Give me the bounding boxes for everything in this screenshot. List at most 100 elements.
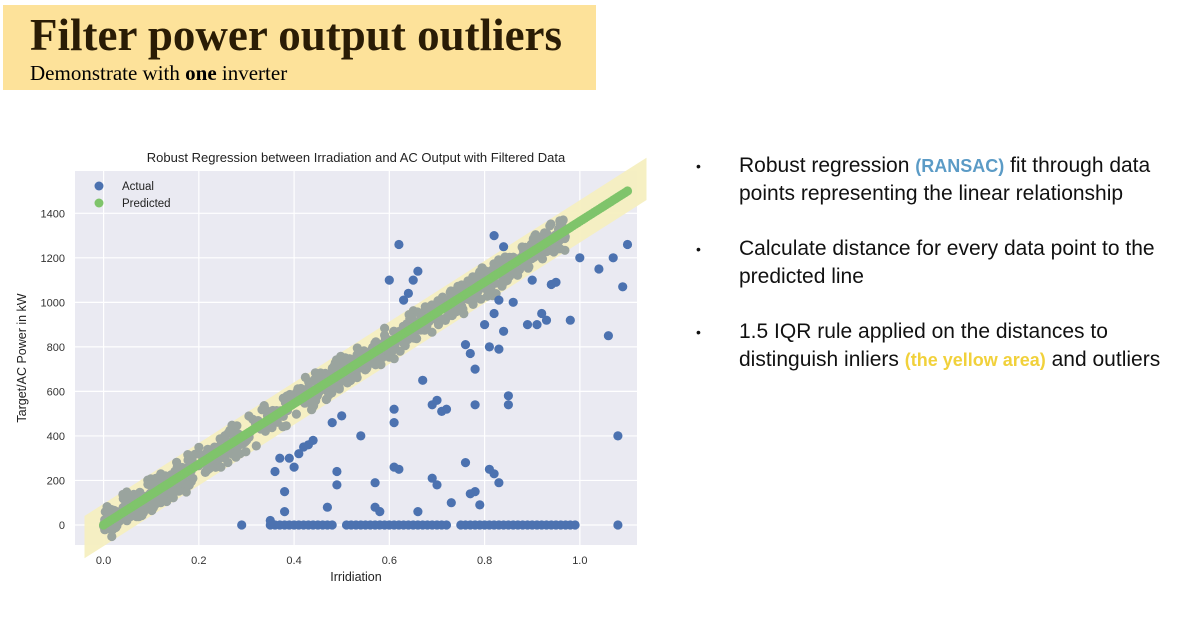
actual-point [413, 266, 423, 276]
inlier-point [352, 373, 362, 383]
actual-point [541, 315, 552, 325]
predicted-points [99, 186, 633, 530]
actual-point [375, 507, 385, 517]
bullet-text-post: fit through data points representing the… [739, 154, 1151, 205]
y-tick-label: 1200 [41, 253, 65, 265]
inlier-point [281, 421, 291, 431]
inlier-point [407, 313, 417, 323]
inlier-point [412, 334, 422, 344]
actual-point [289, 462, 299, 472]
y-tick-label: 600 [47, 386, 65, 398]
actual-point [551, 277, 561, 287]
inlier-point [332, 355, 342, 365]
legend-marker-actual [94, 181, 104, 191]
actual-point [389, 418, 399, 428]
actual-point [237, 520, 247, 530]
actual-point [484, 342, 494, 352]
bullet-text-post: and outliers [1045, 348, 1161, 371]
actual-point [413, 507, 423, 517]
bullet-item: • 1.5 IQR rule applied on the distances t… [696, 318, 1176, 374]
actual-point [432, 395, 442, 405]
inlier-point [453, 281, 463, 291]
actual-point [399, 295, 409, 305]
x-tick-label: 0.8 [477, 555, 492, 567]
inlier-point [308, 402, 318, 412]
actual-point [294, 449, 304, 459]
actual-point [537, 308, 547, 319]
inlier-point [181, 487, 191, 497]
inlier-point [440, 315, 450, 325]
inlier-point [376, 360, 386, 370]
actual-point [489, 231, 499, 241]
x-tick-label: 0.6 [382, 555, 397, 567]
actual-point [499, 242, 509, 252]
actual-point [594, 264, 604, 274]
inlier-point [536, 252, 546, 262]
actual-point [532, 320, 542, 330]
bullet-list: • Robust regression (RANSAC) fit through … [696, 152, 1176, 401]
actual-point [408, 275, 418, 285]
actual-point [337, 411, 347, 421]
actual-point [284, 453, 294, 463]
inlier-point [427, 327, 437, 337]
inlier-point [380, 330, 390, 340]
x-tick-label: 0.4 [286, 555, 301, 567]
bullet-text: Robust regression [739, 154, 916, 177]
x-tick-label: 0.0 [96, 555, 111, 567]
inlier-point [438, 292, 448, 302]
actual-point [489, 469, 499, 479]
inlier-point [384, 352, 394, 362]
actual-point [418, 375, 428, 385]
bullet-item: • Robust regression (RANSAC) fit through … [696, 152, 1176, 208]
actual-point [332, 480, 342, 490]
legend-label-actual: Actual [122, 181, 154, 193]
inlier-point [486, 283, 496, 293]
actual-point [280, 487, 290, 497]
actual-point [308, 435, 318, 445]
subtitle-text-post: inverter [216, 61, 288, 85]
actual-point [370, 478, 380, 488]
y-tick-label: 800 [47, 342, 65, 354]
bullet-text: 1.5 IQR rule applied on the distances to… [739, 320, 1108, 371]
actual-point [275, 453, 285, 463]
inlier-point [545, 221, 555, 231]
actual-point [503, 400, 513, 410]
actual-point [494, 478, 504, 488]
actual-point [432, 480, 442, 490]
inlier-point [102, 502, 112, 512]
actual-point [322, 502, 332, 512]
actual-point [480, 320, 490, 330]
inlier-point [499, 277, 509, 287]
legend: Actual Predicted [94, 181, 171, 210]
inlier-point [475, 267, 485, 277]
actual-point [489, 308, 499, 319]
actual-point [327, 418, 337, 428]
actual-point [618, 282, 628, 292]
inlier-point [186, 455, 196, 466]
y-axis-label: Target/AC Power in kW [15, 293, 29, 422]
actual-point [613, 520, 623, 530]
slide-subtitle: Demonstrate with one inverter [30, 61, 596, 85]
inlier-point [216, 462, 226, 472]
inlier-point [218, 434, 228, 444]
actual-point [603, 331, 614, 341]
x-axis-label: Irridiation [330, 570, 381, 584]
actual-point [613, 431, 623, 441]
x-tick-label: 1.0 [572, 555, 587, 567]
actual-point [470, 364, 480, 374]
actual-point [494, 295, 504, 305]
actual-point [394, 239, 404, 250]
inlier-point [220, 453, 230, 463]
actual-point [441, 404, 452, 414]
inlier-point [194, 442, 204, 452]
title-banner: Filter power output outliers Demonstrate… [3, 5, 596, 90]
inlier-point [555, 244, 565, 254]
inlier-point [172, 457, 182, 467]
inlier-point [241, 447, 251, 457]
regression-chart: Robust Regression between Irradiation an… [15, 150, 647, 584]
inlier-point [107, 531, 117, 542]
actual-point [470, 487, 480, 497]
y-tick-label: 0 [59, 520, 65, 532]
actual-point [446, 498, 456, 508]
actual-point [575, 253, 585, 263]
